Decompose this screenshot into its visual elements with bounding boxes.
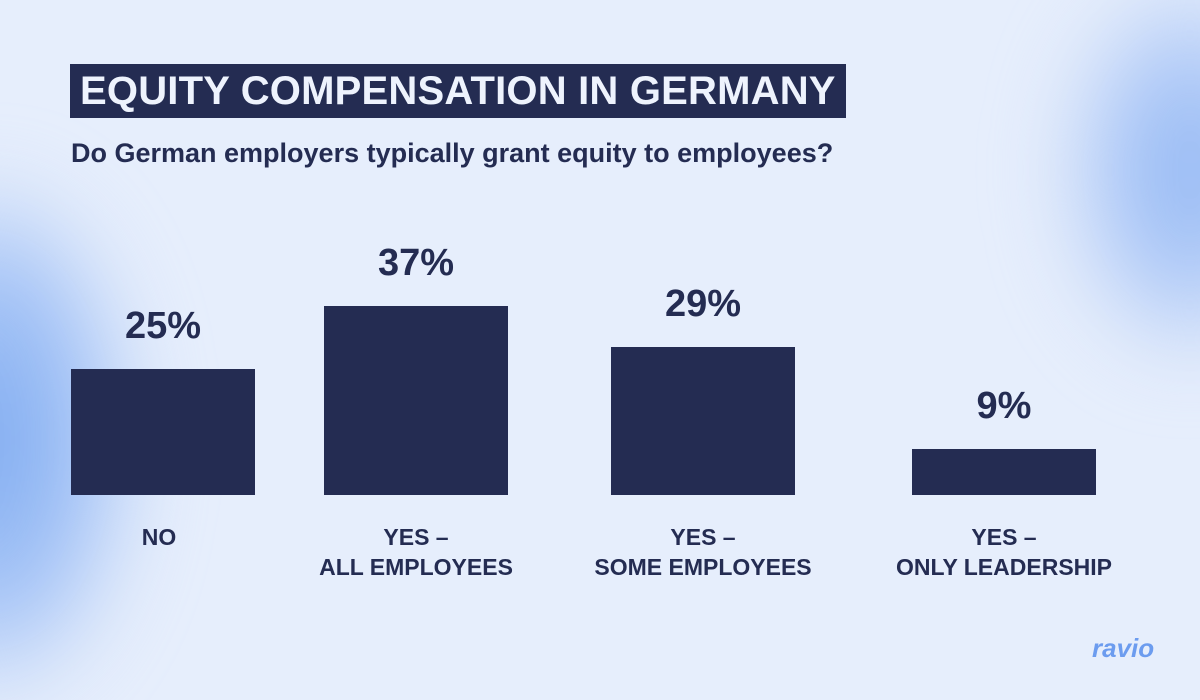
title-banner: EQUITY COMPENSATION IN GERMANY bbox=[70, 64, 846, 118]
bar-value-label: 9% bbox=[976, 385, 1032, 427]
bar-yes-all-employees bbox=[324, 306, 508, 495]
category-label-no: NO bbox=[9, 522, 309, 552]
bar-yes-some-employees bbox=[611, 347, 795, 495]
chart-subtitle: Do German employers typically grant equi… bbox=[71, 138, 834, 168]
bar-yes-only-leadership bbox=[912, 449, 1096, 495]
category-label-yes-all: YES – ALL EMPLOYEES bbox=[266, 522, 566, 582]
category-label-line2: SOME EMPLOYEES bbox=[594, 554, 812, 580]
category-label-line1: NO bbox=[141, 524, 177, 550]
category-label-line2: ONLY LEADERSHIP bbox=[896, 554, 1112, 580]
bar-value-label: 37% bbox=[377, 242, 455, 284]
chart-title: EQUITY COMPENSATION IN GERMANY bbox=[80, 68, 836, 113]
bar-no bbox=[71, 369, 255, 495]
category-label-line2: ALL EMPLOYEES bbox=[319, 554, 513, 580]
category-label-yes-some: YES – SOME EMPLOYEES bbox=[553, 522, 853, 582]
bar-value-label: 25% bbox=[124, 305, 202, 347]
category-label-line1: YES – bbox=[383, 524, 449, 550]
bar-value-label: 29% bbox=[664, 283, 742, 325]
category-label-yes-leadership: YES – ONLY LEADERSHIP bbox=[854, 522, 1154, 582]
category-label-line1: YES – bbox=[971, 524, 1037, 550]
category-label-line1: YES – bbox=[670, 524, 736, 550]
background-blob-right bbox=[1060, 0, 1200, 360]
ravio-logo: ravio bbox=[1092, 633, 1155, 663]
